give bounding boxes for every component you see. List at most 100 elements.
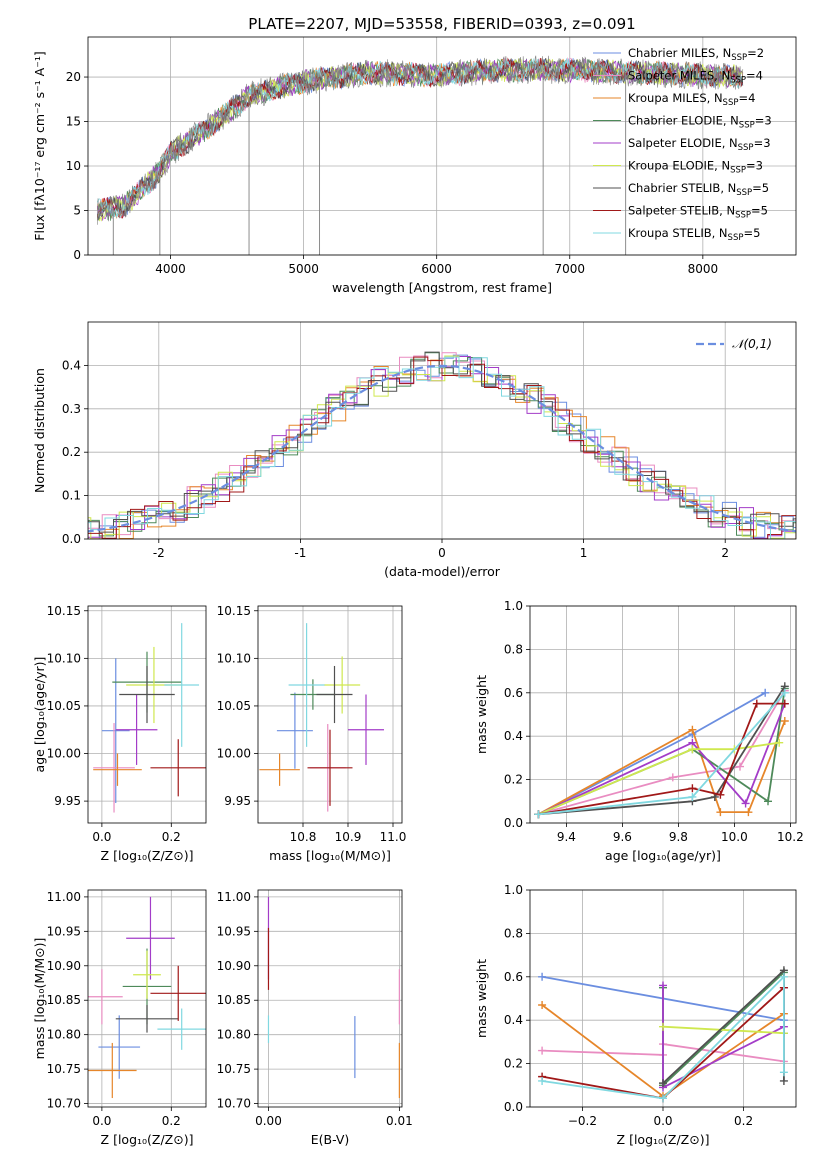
- legend-label-sub: SSP: [731, 53, 747, 63]
- legend-label-count: =2: [747, 46, 764, 60]
- legend-label: Kroupa MILES, NSSP=4: [628, 91, 755, 108]
- data-point: [119, 665, 175, 724]
- legend-label-main: Salpeter ELODIE, N: [628, 136, 738, 150]
- weight-marker: [779, 1068, 788, 1077]
- x-tick-label: 8000: [688, 262, 719, 276]
- weight-line: [538, 741, 780, 816]
- x-tick-label: 4000: [155, 262, 186, 276]
- weight-line: [662, 970, 785, 1088]
- panel-mass-vs-Z: 0.0 0.2 10.70 10.75 10.80 10.85 10.90 10.95 11.0…: [32, 889, 207, 1147]
- y-tick-label: 20: [66, 70, 81, 84]
- x-tick-label: 0.2: [162, 1114, 181, 1128]
- x-tick-label: 10.2: [777, 830, 804, 844]
- y-tick-label: 0.0: [62, 532, 81, 546]
- weight-marker: [688, 745, 697, 754]
- y-tick-label: 0: [73, 248, 81, 262]
- y-tick-label: 10.00: [47, 747, 81, 761]
- normal-reference-curve: [88, 364, 796, 533]
- y-axis-label: age [log₁₀(age/yr)]: [32, 657, 47, 773]
- y-tick-label: 10.90: [217, 959, 251, 973]
- x-tick-label: 10.0: [721, 830, 748, 844]
- x-tick-label: 0.0: [92, 1114, 111, 1128]
- panel-weight-vs-age: 9.4 9.6 9.8 10.0 10.2 0.0 0.2 0.4 0.6 0.8 1.0 age […: [474, 599, 804, 863]
- y-tick-label: 10.05: [217, 699, 251, 713]
- axes-frame: [87, 36, 797, 256]
- plot-area: [88, 351, 796, 539]
- y-tick-label: 0.6: [504, 970, 523, 984]
- legend-label-count: =5: [743, 226, 760, 240]
- residual-histogram: [88, 356, 796, 539]
- x-axis-label: age [log₁₀(age/yr)]: [605, 848, 721, 863]
- legend-label: Kroupa STELIB, NSSP=5: [628, 226, 760, 243]
- weight-marker: [538, 972, 547, 981]
- weight-marker: [688, 792, 697, 801]
- legend-label: Kroupa ELODIE, NSSP=3: [628, 159, 763, 176]
- x-tick-label: -1: [294, 546, 306, 560]
- weight-marker: [668, 773, 677, 782]
- weight-line: [662, 1025, 784, 1035]
- y-tick-label: 0.0: [504, 816, 523, 830]
- legend-label: Chabrier MILES, NSSP=2: [628, 46, 764, 63]
- y-tick-label: 10.80: [217, 1028, 251, 1042]
- weight-marker: [761, 688, 770, 697]
- y-tick-label: 10.15: [217, 604, 251, 618]
- y-tick-label: 10.70: [217, 1097, 251, 1111]
- y-tick-label: 10.85: [47, 993, 81, 1007]
- data-point: [115, 1005, 179, 1033]
- panel-residuals: -2 -1 0 1 2 0.0 0.1 0.2 0.3 0.4 (data-model)/error…: [32, 321, 797, 579]
- weight-line: [538, 703, 786, 816]
- weight-series: [538, 972, 788, 1103]
- y-tick-label: 0.0: [504, 1100, 523, 1114]
- weight-marker: [659, 1079, 667, 1088]
- axes-frame: [87, 605, 207, 824]
- y-tick-label: 10.90: [47, 959, 81, 973]
- x-tick-label: 10.8: [290, 830, 317, 844]
- panel-weight-vs-Z: −0.2 0.0 0.2 0.0 0.2 0.4 0.6 0.8 1.0 Z [log₁₀(Z/Z…: [474, 883, 797, 1147]
- x-tick-label: 7000: [554, 262, 585, 276]
- weight-marker: [780, 688, 789, 697]
- weight-marker: [780, 717, 789, 726]
- legend-label-sub: SSP: [738, 143, 754, 153]
- x-tick-label: 1: [580, 546, 588, 560]
- legend-label: Chabrier ELODIE, NSSP=3: [628, 114, 772, 131]
- legend-label: 𝒩(0,1): [732, 337, 772, 351]
- legend-label-count: =3: [755, 114, 772, 128]
- y-tick-label: 10.75: [47, 1062, 81, 1076]
- data-point: [288, 623, 325, 747]
- plot-area: [538, 966, 788, 1103]
- y-tick-label: 10: [66, 159, 81, 173]
- y-tick-label: 5: [73, 204, 81, 218]
- x-tick-label: 9.4: [557, 830, 576, 844]
- weight-marker: [780, 699, 789, 708]
- y-tick-label: 10.75: [217, 1062, 251, 1076]
- observed-spectrum-line: [97, 55, 744, 225]
- weight-marker: [534, 810, 543, 819]
- weight-marker: [764, 797, 772, 806]
- weight-marker: [775, 738, 784, 747]
- data-point: [348, 694, 384, 765]
- panel-age-vs-mass: 10.8 10.9 11.0 9.95 10.00 10.05 10.10 10.15 mass…: [217, 604, 407, 863]
- plot-area: [267, 896, 400, 1099]
- axes-frame: [87, 889, 207, 1108]
- weight-marker: [779, 1076, 788, 1085]
- y-tick-label: 0.8: [504, 642, 523, 656]
- y-tick-label: 9.95: [54, 794, 81, 808]
- data-point: [259, 753, 300, 786]
- legend-label-main: Kroupa STELIB, N: [628, 226, 728, 240]
- legend-label-sub: SSP: [730, 166, 746, 176]
- y-tick-label: 10.70: [47, 1097, 81, 1111]
- data-point: [115, 694, 158, 765]
- panel-spectrum: 4000 5000 6000 7000 8000 0 5 10 15 20 wavelength […: [32, 36, 797, 295]
- x-axis-label: Z [log₁₀(Z/Z⊙)]: [101, 1132, 194, 1147]
- y-tick-label: 1.0: [504, 883, 523, 897]
- x-axis-label: (data-model)/error: [384, 564, 501, 579]
- y-tick-label: 10.00: [217, 747, 251, 761]
- data-point: [324, 656, 361, 714]
- legend-label-main: Chabrier MILES, N: [628, 46, 731, 60]
- x-axis-label: wavelength [Angstrom, rest frame]: [332, 280, 552, 295]
- figure-title: PLATE=2207, MJD=53558, FIBERID=0393, z=0…: [248, 15, 635, 33]
- x-tick-label: 5000: [288, 262, 319, 276]
- data-point: [150, 965, 206, 1021]
- x-tick-label: -2: [153, 546, 165, 560]
- weight-marker: [538, 1001, 547, 1010]
